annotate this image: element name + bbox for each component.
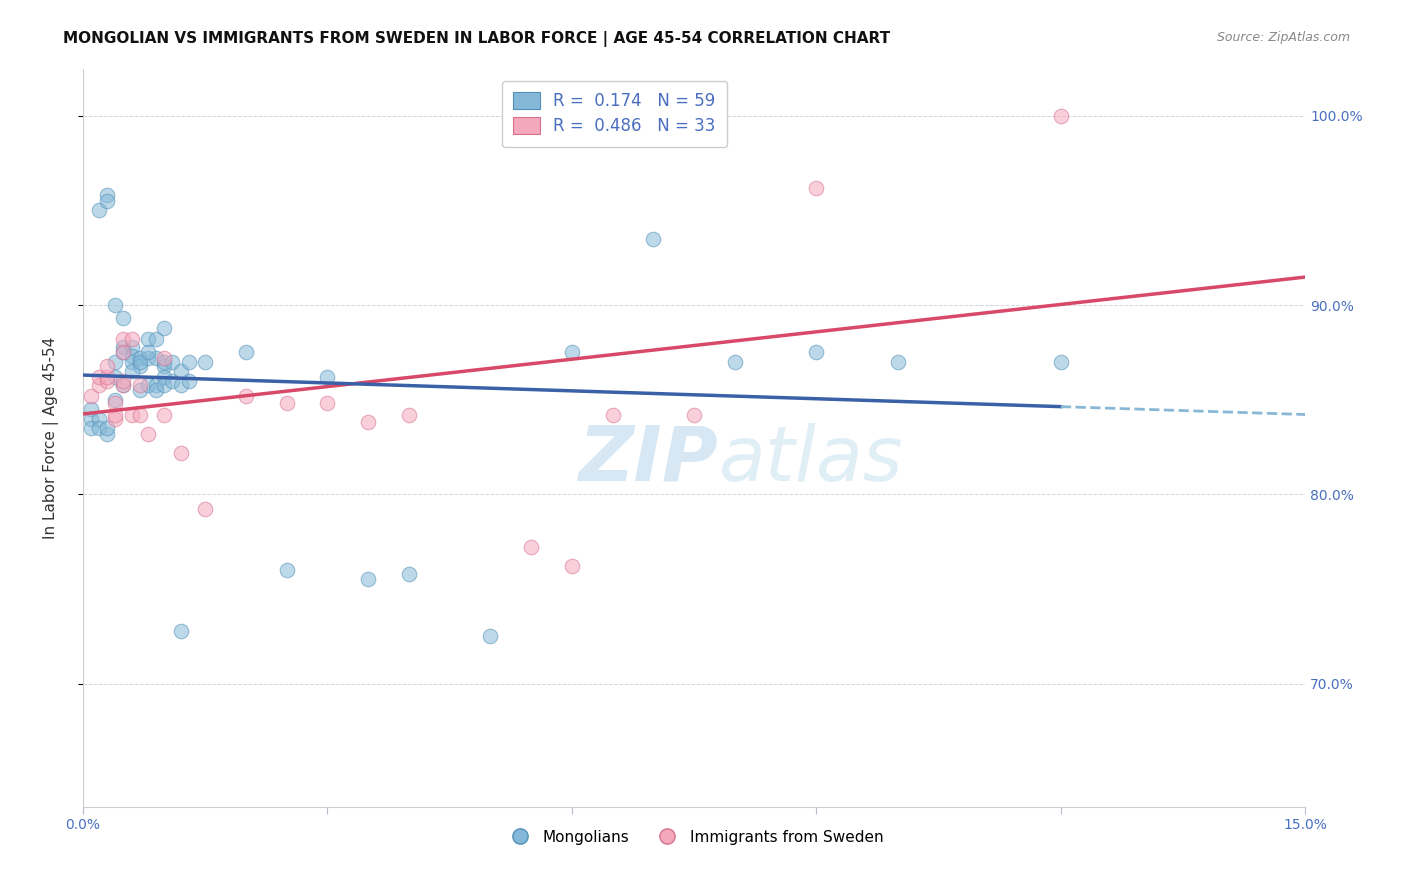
Point	[561, 559, 583, 574]
Point	[153, 408, 176, 422]
Point	[112, 377, 135, 392]
Point	[104, 355, 127, 369]
Point	[96, 374, 118, 388]
Point	[136, 345, 159, 359]
Point	[194, 355, 217, 369]
Point	[357, 573, 380, 587]
Point	[153, 359, 176, 373]
Point	[80, 402, 103, 417]
Point	[80, 421, 103, 435]
Point	[104, 298, 127, 312]
Point	[602, 408, 624, 422]
Text: MONGOLIAN VS IMMIGRANTS FROM SWEDEN IN LABOR FORCE | AGE 45-54 CORRELATION CHART: MONGOLIAN VS IMMIGRANTS FROM SWEDEN IN L…	[63, 31, 890, 47]
Point	[128, 355, 150, 369]
Point	[145, 377, 167, 392]
Point	[121, 355, 143, 369]
Point	[136, 426, 159, 441]
Point	[112, 345, 135, 359]
Point	[104, 408, 127, 422]
Point	[96, 188, 118, 202]
Point	[112, 377, 135, 392]
Point	[153, 370, 176, 384]
Point	[145, 332, 167, 346]
Point	[153, 355, 176, 369]
Point	[87, 370, 110, 384]
Point	[96, 194, 118, 208]
Point	[169, 364, 191, 378]
Point	[128, 359, 150, 373]
Point	[561, 345, 583, 359]
Point	[177, 374, 200, 388]
Point	[128, 351, 150, 365]
Point	[520, 541, 543, 555]
Point	[145, 351, 167, 365]
Point	[104, 370, 127, 384]
Point	[112, 345, 135, 359]
Point	[136, 377, 159, 392]
Point	[112, 374, 135, 388]
Point	[177, 355, 200, 369]
Point	[235, 389, 257, 403]
Point	[398, 566, 420, 581]
Point	[121, 332, 143, 346]
Point	[643, 232, 665, 246]
Point	[112, 332, 135, 346]
Point	[80, 389, 103, 403]
Point	[1050, 109, 1073, 123]
Point	[169, 446, 191, 460]
Point	[96, 426, 118, 441]
Point	[316, 396, 339, 410]
Point	[806, 180, 828, 194]
Point	[153, 377, 176, 392]
Point	[121, 349, 143, 363]
Point	[316, 370, 339, 384]
Point	[80, 411, 103, 425]
Point	[479, 629, 502, 643]
Point	[96, 359, 118, 373]
Point	[136, 351, 159, 365]
Point	[398, 408, 420, 422]
Point	[806, 345, 828, 359]
Point	[887, 355, 910, 369]
Point	[169, 377, 191, 392]
Point	[96, 370, 118, 384]
Point	[121, 408, 143, 422]
Point	[724, 355, 747, 369]
Point	[104, 396, 127, 410]
Point	[357, 416, 380, 430]
Point	[121, 340, 143, 354]
Point	[145, 383, 167, 397]
Point	[153, 320, 176, 334]
Point	[683, 408, 706, 422]
Legend: R =  0.174   N = 59, R =  0.486   N = 33: R = 0.174 N = 59, R = 0.486 N = 33	[502, 80, 727, 147]
Point	[104, 392, 127, 407]
Point	[194, 502, 217, 516]
Point	[96, 421, 118, 435]
Y-axis label: In Labor Force | Age 45-54: In Labor Force | Age 45-54	[44, 336, 59, 539]
Point	[87, 411, 110, 425]
Point	[153, 351, 176, 365]
Point	[128, 377, 150, 392]
Point	[169, 624, 191, 638]
Point	[112, 340, 135, 354]
Text: Source: ZipAtlas.com: Source: ZipAtlas.com	[1216, 31, 1350, 45]
Point	[87, 377, 110, 392]
Point	[121, 364, 143, 378]
Point	[276, 396, 298, 410]
Point	[128, 383, 150, 397]
Point	[104, 411, 127, 425]
Point	[162, 355, 184, 369]
Point	[128, 408, 150, 422]
Text: atlas: atlas	[718, 423, 903, 497]
Point	[276, 563, 298, 577]
Text: ZIP: ZIP	[579, 423, 718, 497]
Point	[87, 421, 110, 435]
Point	[112, 311, 135, 326]
Point	[87, 203, 110, 218]
Point	[235, 345, 257, 359]
Point	[162, 374, 184, 388]
Point	[1050, 355, 1073, 369]
Point	[136, 332, 159, 346]
